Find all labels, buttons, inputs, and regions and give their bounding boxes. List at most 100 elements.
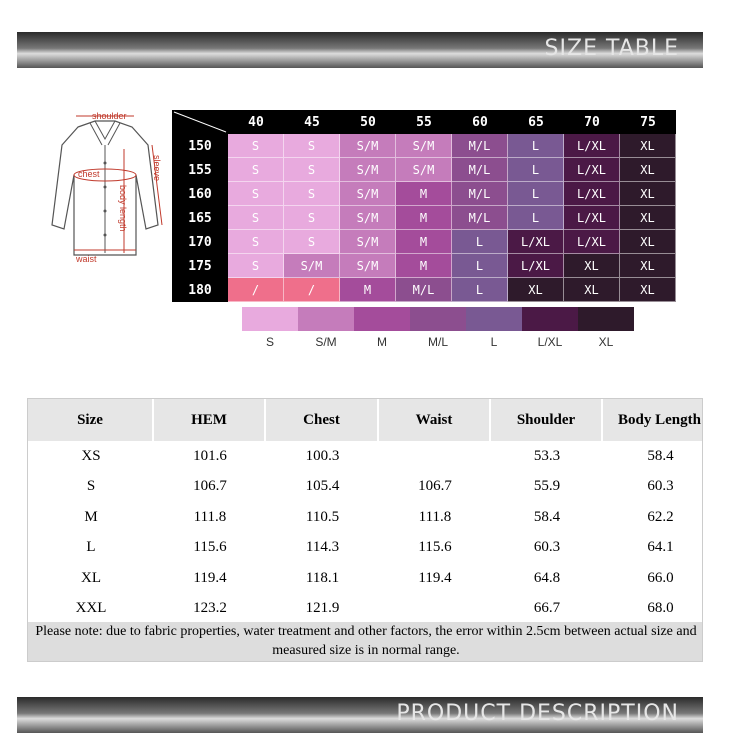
column-header: 70	[564, 110, 620, 134]
grid-cell: L	[452, 230, 508, 254]
legend-swatch	[410, 307, 466, 331]
row-header: 175	[172, 254, 228, 278]
column-header: 40	[228, 110, 284, 134]
table-cell: 106.7	[193, 478, 227, 494]
table-cell: 105.4	[305, 478, 340, 494]
grid-cell: S/M	[284, 254, 340, 278]
column-header: 55	[396, 110, 452, 134]
grid-corner	[172, 110, 228, 134]
table-cell: XL	[81, 569, 101, 586]
column-header: 75	[620, 110, 676, 134]
table-cell: S	[86, 478, 96, 494]
table-cell: 64.1	[647, 539, 674, 555]
table-cell: 118.1	[305, 569, 340, 586]
grid-cell: /	[228, 278, 284, 302]
label-shoulder: shoulder	[92, 111, 127, 121]
table-cell: 68.0	[647, 600, 674, 616]
table-cell: XXL	[75, 600, 107, 616]
table-header: HEM	[154, 399, 266, 441]
footer-banner: PRODUCT DESCRIPTION	[17, 697, 703, 733]
shirt-diagram: shoulder chest sleeve body length waist	[51, 111, 163, 264]
label-chest: chest	[78, 169, 100, 179]
table-cell: 55.9	[533, 478, 561, 494]
column-header: 45	[284, 110, 340, 134]
grid-cell: L	[508, 206, 564, 230]
grid-cell: XL	[564, 254, 620, 278]
grid-cell: M	[340, 278, 396, 302]
grid-cell: L/XL	[564, 158, 620, 182]
footer-title: PRODUCT DESCRIPTION	[396, 701, 679, 726]
grid-cell: S/M	[340, 230, 396, 254]
grid-cell: S	[284, 230, 340, 254]
legend-swatch	[522, 307, 578, 331]
table-cell: 110.5	[305, 508, 340, 525]
table-cell: 58.4	[647, 447, 674, 464]
table-cell: 115.6	[418, 539, 452, 555]
table-cell: XS	[81, 447, 101, 464]
grid-cell: S	[228, 158, 284, 182]
grid-cell: M/L	[452, 182, 508, 206]
grid-cell: M/L	[452, 158, 508, 182]
column-header: 65	[508, 110, 564, 134]
table-cell: 121.9	[305, 600, 340, 616]
legend-swatch	[578, 307, 634, 331]
legend-label: S/M	[315, 335, 337, 349]
label-body-length: body length	[118, 185, 128, 232]
grid-cell: S	[284, 134, 340, 158]
table-cell: 115.6	[193, 539, 227, 555]
table-cell: 119.4	[418, 569, 452, 586]
grid-cell: L/XL	[508, 254, 564, 278]
legend-label: XL	[598, 335, 614, 349]
grid-cell: S	[284, 158, 340, 182]
grid-cell: XL	[620, 182, 676, 206]
table-cell: 64.8	[533, 569, 561, 586]
table-cell: 66.7	[533, 600, 561, 616]
table-header: Size	[28, 399, 154, 441]
table-cell: 114.3	[305, 539, 340, 555]
row-header: 180	[172, 278, 228, 302]
legend-swatch	[242, 307, 298, 331]
measurement-table: Please note: due to fabric properties, w…	[27, 398, 703, 662]
grid-cell: XL	[508, 278, 564, 302]
row-header: 150	[172, 134, 228, 158]
grid-cell: M	[396, 206, 452, 230]
grid-cell: XL	[620, 134, 676, 158]
table-header: Shoulder	[491, 399, 603, 441]
legend-label: L/XL	[537, 335, 563, 349]
grid-cell: M	[396, 254, 452, 278]
grid-cell: S	[228, 206, 284, 230]
table-cell: 111.8	[418, 508, 452, 525]
column-header: 60	[452, 110, 508, 134]
grid-cell: S/M	[396, 134, 452, 158]
row-header: 165	[172, 206, 228, 230]
grid-cell: L	[452, 278, 508, 302]
grid-cell: XL	[620, 230, 676, 254]
table-header: Waist	[379, 399, 491, 441]
header-title: SIZE TABLE	[544, 36, 679, 61]
label-sleeve: sleeve	[152, 155, 162, 181]
label-waist: waist	[75, 254, 97, 264]
grid-cell: S/M	[340, 254, 396, 278]
table-cell: 119.4	[193, 569, 227, 586]
grid-cell: M/L	[396, 278, 452, 302]
table-cell: 100.3	[305, 447, 340, 464]
grid-cell: L/XL	[564, 230, 620, 254]
legend-label: M/L	[427, 335, 448, 349]
note: Please note: due to fabric properties, w…	[28, 622, 702, 661]
grid-cell: M/L	[452, 134, 508, 158]
grid-cell: L	[452, 254, 508, 278]
grid-cell: XL	[620, 254, 676, 278]
legend-label: M	[377, 335, 387, 349]
table-cell: 58.4	[533, 508, 561, 525]
grid-cell: S	[284, 182, 340, 206]
legend-swatch	[354, 307, 410, 331]
legend-label: S	[265, 335, 274, 349]
grid-cell: M	[396, 182, 452, 206]
table-header: Chest	[266, 399, 379, 441]
grid-cell: S	[228, 134, 284, 158]
grid-cell: S/M	[340, 134, 396, 158]
row-header: 155	[172, 158, 228, 182]
grid-cell: L/XL	[508, 230, 564, 254]
table-cell: 101.6	[193, 447, 227, 464]
